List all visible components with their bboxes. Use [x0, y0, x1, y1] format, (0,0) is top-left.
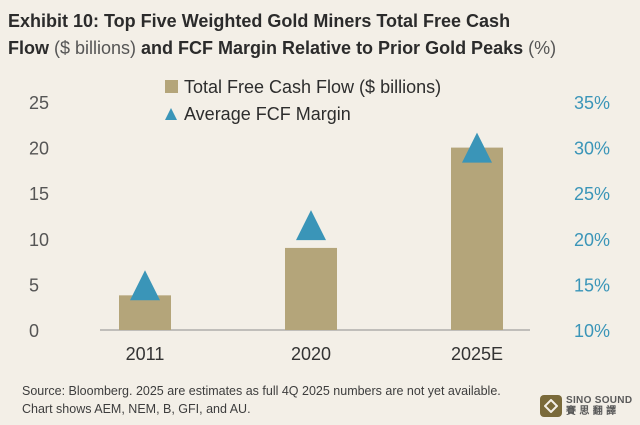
left-tick-label: 10 — [29, 230, 49, 250]
left-tick-label: 15 — [29, 184, 49, 204]
right-tick-label: 20% — [574, 230, 610, 250]
right-tick-label: 25% — [574, 184, 610, 204]
watermark: SINO SOUND 賽 思 翻 譯 — [540, 392, 636, 420]
title-line-2-part-a: Flow — [8, 38, 49, 58]
right-tick-label: 10% — [574, 321, 610, 341]
right-tick-label: 35% — [574, 93, 610, 113]
title-line-2-part-c: and FCF Margin Relative to Prior Gold Pe… — [141, 38, 524, 58]
source-note: Source: Bloomberg. 2025 are estimates as… — [22, 382, 622, 418]
chart-title: Exhibit 10: Top Five Weighted Gold Miner… — [8, 8, 628, 62]
title-line-1: Exhibit 10: Top Five Weighted Gold Miner… — [8, 11, 511, 31]
bar-series — [119, 147, 503, 330]
source-line-1: Source: Bloomberg. 2025 are estimates as… — [22, 384, 501, 398]
margin-marker-2011 — [130, 270, 160, 301]
right-tick-label: 15% — [574, 275, 610, 295]
x-tick-label: 2020 — [291, 344, 331, 364]
margin-marker-2025E — [462, 132, 492, 163]
bar-2020 — [285, 247, 337, 330]
watermark-line-1: SINO SOUND — [566, 395, 633, 406]
source-line-2: Chart shows AEM, NEM, B, GFI, and AU. — [22, 402, 251, 416]
x-axis-labels: 2011 2020 2025E — [126, 344, 503, 364]
bar-2025E — [451, 147, 503, 330]
watermark-logo-icon — [540, 395, 562, 417]
margin-marker-2020 — [296, 210, 326, 241]
x-tick-label: 2025E — [451, 344, 503, 364]
legend-label-margin: Average FCF Margin — [184, 104, 351, 124]
title-line-2: Flow ($ billions) and FCF Margin Relativ… — [8, 35, 628, 62]
margin-markers — [130, 132, 492, 301]
left-tick-label: 5 — [29, 275, 39, 295]
watermark-line-2: 賽 思 翻 譯 — [566, 406, 617, 417]
left-tick-label: 25 — [29, 93, 49, 113]
left-tick-label: 0 — [29, 321, 39, 341]
bar-2011 — [119, 295, 171, 330]
right-tick-label: 30% — [574, 139, 610, 159]
title-line-2-part-b: ($ billions) — [49, 38, 142, 58]
legend-triangle-icon — [165, 108, 177, 120]
legend-label-fcf: Total Free Cash Flow ($ billions) — [184, 77, 441, 97]
legend-bar-swatch — [165, 80, 178, 93]
right-axis-ticks: 10% 15% 20% 25% 30% 35% — [574, 93, 610, 341]
title-line-2-part-d: (%) — [523, 38, 557, 58]
left-tick-label: 20 — [29, 139, 49, 159]
legend: Total Free Cash Flow ($ billions) Average… — [165, 77, 441, 124]
x-tick-label: 2011 — [126, 344, 165, 364]
left-axis-ticks: 0 5 10 15 20 25 — [29, 93, 49, 341]
